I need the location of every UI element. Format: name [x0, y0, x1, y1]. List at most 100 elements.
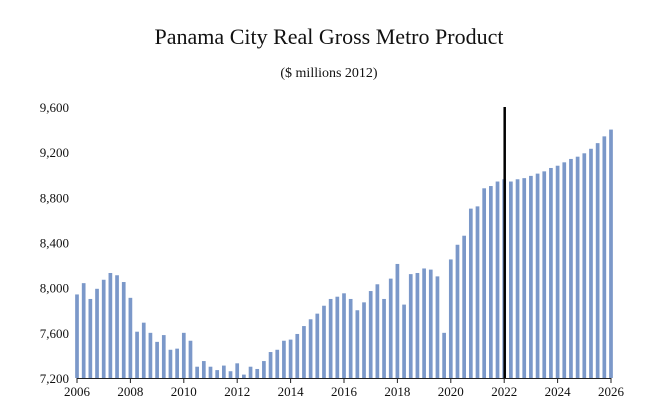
bar	[95, 288, 99, 378]
bar	[542, 171, 547, 378]
bar	[328, 298, 333, 378]
bar	[288, 339, 293, 378]
bar	[342, 293, 346, 378]
bar	[208, 366, 213, 378]
bar	[268, 352, 273, 378]
bar	[475, 206, 480, 378]
bar	[489, 186, 493, 378]
x-tick-label: 2020	[438, 384, 464, 399]
bar	[482, 188, 487, 378]
bar	[168, 349, 173, 378]
bar	[509, 181, 513, 378]
bar	[422, 268, 426, 378]
bar	[382, 298, 386, 378]
x-tick-label: 2024	[545, 384, 572, 399]
x-tick-label: 2014	[278, 384, 305, 399]
bar	[595, 143, 600, 378]
bar	[589, 148, 593, 378]
chart-subtitle: ($ millions 2012)	[280, 66, 378, 81]
bar	[468, 208, 473, 379]
bar	[315, 313, 320, 378]
bar	[75, 294, 79, 378]
bar	[609, 129, 613, 378]
x-tick-label: 2010	[171, 384, 197, 399]
bar	[455, 244, 460, 378]
bar	[402, 304, 406, 378]
bar	[335, 296, 340, 378]
x-tick-label: 2018	[384, 384, 410, 399]
bar	[435, 276, 440, 379]
bar	[161, 335, 166, 378]
bar	[582, 153, 587, 378]
bar	[308, 319, 313, 378]
y-tick-label: 9,600	[40, 100, 69, 115]
bar	[115, 275, 119, 378]
bar	[322, 305, 326, 378]
bar	[362, 302, 366, 378]
bar	[522, 178, 527, 378]
bar	[108, 272, 113, 378]
bar	[415, 272, 420, 378]
bar	[549, 167, 553, 378]
bar	[228, 371, 233, 378]
bar	[569, 158, 573, 378]
x-tick-label: 2026	[598, 384, 625, 399]
bar	[188, 340, 193, 378]
bar	[462, 235, 466, 378]
bar	[555, 165, 560, 378]
bar	[135, 331, 139, 378]
bar	[235, 363, 240, 378]
bar	[495, 181, 500, 378]
bar	[181, 332, 186, 378]
bar	[101, 279, 106, 378]
bar	[275, 349, 280, 378]
x-tick-label: 2022	[491, 384, 517, 399]
bar	[201, 361, 206, 378]
bar	[121, 282, 126, 378]
x-tick-label: 2012	[224, 384, 250, 399]
x-tick-label: 2016	[331, 384, 358, 399]
x-tick-label: 2008	[117, 384, 143, 399]
bar	[222, 365, 226, 378]
bar	[128, 297, 133, 378]
bar	[348, 298, 353, 378]
bar	[388, 278, 393, 378]
bar	[141, 322, 146, 378]
bar	[442, 332, 446, 378]
bar	[302, 326, 306, 378]
bar	[529, 175, 533, 378]
bar	[255, 368, 260, 378]
chart-title: Panama City Real Gross Metro Product	[154, 24, 504, 49]
bar	[148, 332, 153, 378]
bar	[282, 340, 286, 378]
x-tick-label: 2006	[64, 384, 91, 399]
bar	[295, 333, 300, 378]
bar	[215, 370, 220, 378]
y-tick-label: 7,600	[40, 326, 69, 341]
bar	[81, 283, 86, 378]
bar	[515, 179, 520, 378]
bar	[408, 274, 413, 378]
bar	[535, 173, 540, 378]
y-tick-label: 8,800	[40, 190, 69, 205]
bar	[395, 263, 400, 378]
y-tick-label: 8,000	[40, 281, 69, 296]
bar	[602, 136, 607, 378]
bar	[195, 366, 199, 378]
y-tick-label: 7,200	[40, 371, 69, 386]
bar	[242, 374, 246, 378]
bar	[562, 162, 567, 378]
bar	[262, 361, 266, 378]
bar	[248, 366, 253, 378]
bar	[88, 298, 93, 378]
bar	[428, 269, 433, 378]
y-tick-label: 8,400	[40, 236, 69, 251]
bar	[175, 348, 179, 378]
bar	[355, 310, 360, 378]
bar	[155, 341, 159, 378]
bar	[375, 284, 380, 378]
y-tick-label: 9,200	[40, 145, 69, 160]
bar	[575, 156, 580, 378]
